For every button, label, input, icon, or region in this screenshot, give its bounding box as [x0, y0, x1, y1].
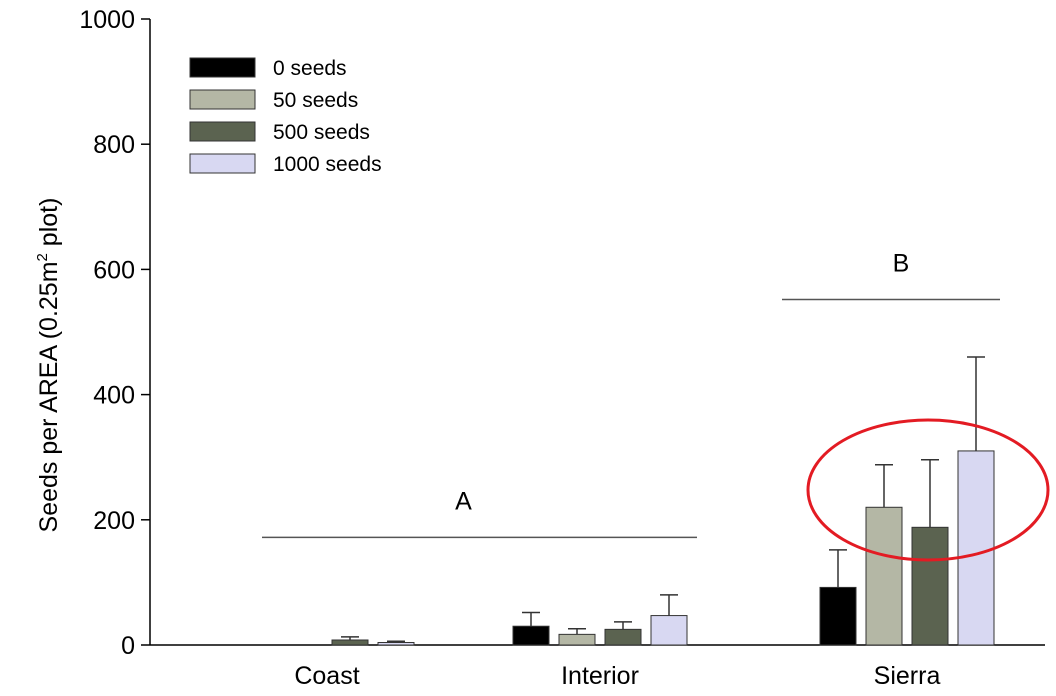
y-tick-label: 200 [93, 507, 135, 535]
y-axis-label-tail: plot) [35, 198, 63, 254]
svg-text:Seeds per AREA (0.25m2 plot): Seeds per AREA (0.25m2 plot) [34, 198, 63, 533]
legend: 0 seeds 50 seeds 500 seeds 1000 seeds [189, 57, 382, 176]
y-tick-label: 800 [93, 131, 135, 159]
y-axis-label-main: Seeds per AREA (0.25m [35, 261, 63, 532]
y-tick-label: 400 [93, 382, 135, 410]
category-label-interior: Interior [561, 662, 639, 690]
category-label-coast: Coast [294, 662, 359, 690]
y-axis-label: Seeds per AREA (0.25m2 plot) [34, 198, 63, 533]
bar-interior-0 [512, 625, 550, 646]
legend-label-1: 50 seeds [273, 89, 358, 112]
category-label-sierra: Sierra [874, 662, 941, 690]
legend-swatch-2 [189, 121, 256, 142]
legend-label-0: 0 seeds [273, 57, 347, 80]
y-axis-label-superscript: 2 [34, 253, 51, 261]
highlight-ellipse [806, 418, 1050, 562]
bar-coast-3 [377, 641, 415, 646]
legend-label-2: 500 seeds [273, 121, 370, 144]
bar-coast-2 [331, 639, 369, 646]
bar-interior-3 [650, 615, 688, 646]
y-tick-label: 0 [121, 632, 135, 660]
category-labels: Coast Interior Sierra [294, 662, 940, 690]
bar-interior-2 [604, 628, 642, 646]
bar-sierra-3 [957, 450, 995, 646]
legend-swatch-0 [189, 57, 256, 78]
y-ticks: 0 200 400 600 800 1000 [79, 6, 150, 660]
legend-swatch-1 [189, 89, 256, 110]
legend-label-3: 1000 seeds [273, 153, 382, 176]
bar-sierra-1 [865, 506, 903, 646]
group-letter-a: A [455, 487, 472, 515]
error-bars [341, 356, 985, 643]
group-annotations: AB [262, 249, 1000, 539]
axes [149, 19, 1045, 646]
y-tick-label: 600 [93, 256, 135, 284]
bar-sierra-0 [819, 586, 857, 646]
group-letter-b: B [893, 249, 910, 277]
bars [331, 450, 995, 646]
bar-interior-1 [558, 633, 596, 646]
legend-swatch-3 [189, 153, 256, 174]
bar-sierra-2 [911, 526, 949, 646]
y-tick-label: 1000 [79, 6, 135, 34]
